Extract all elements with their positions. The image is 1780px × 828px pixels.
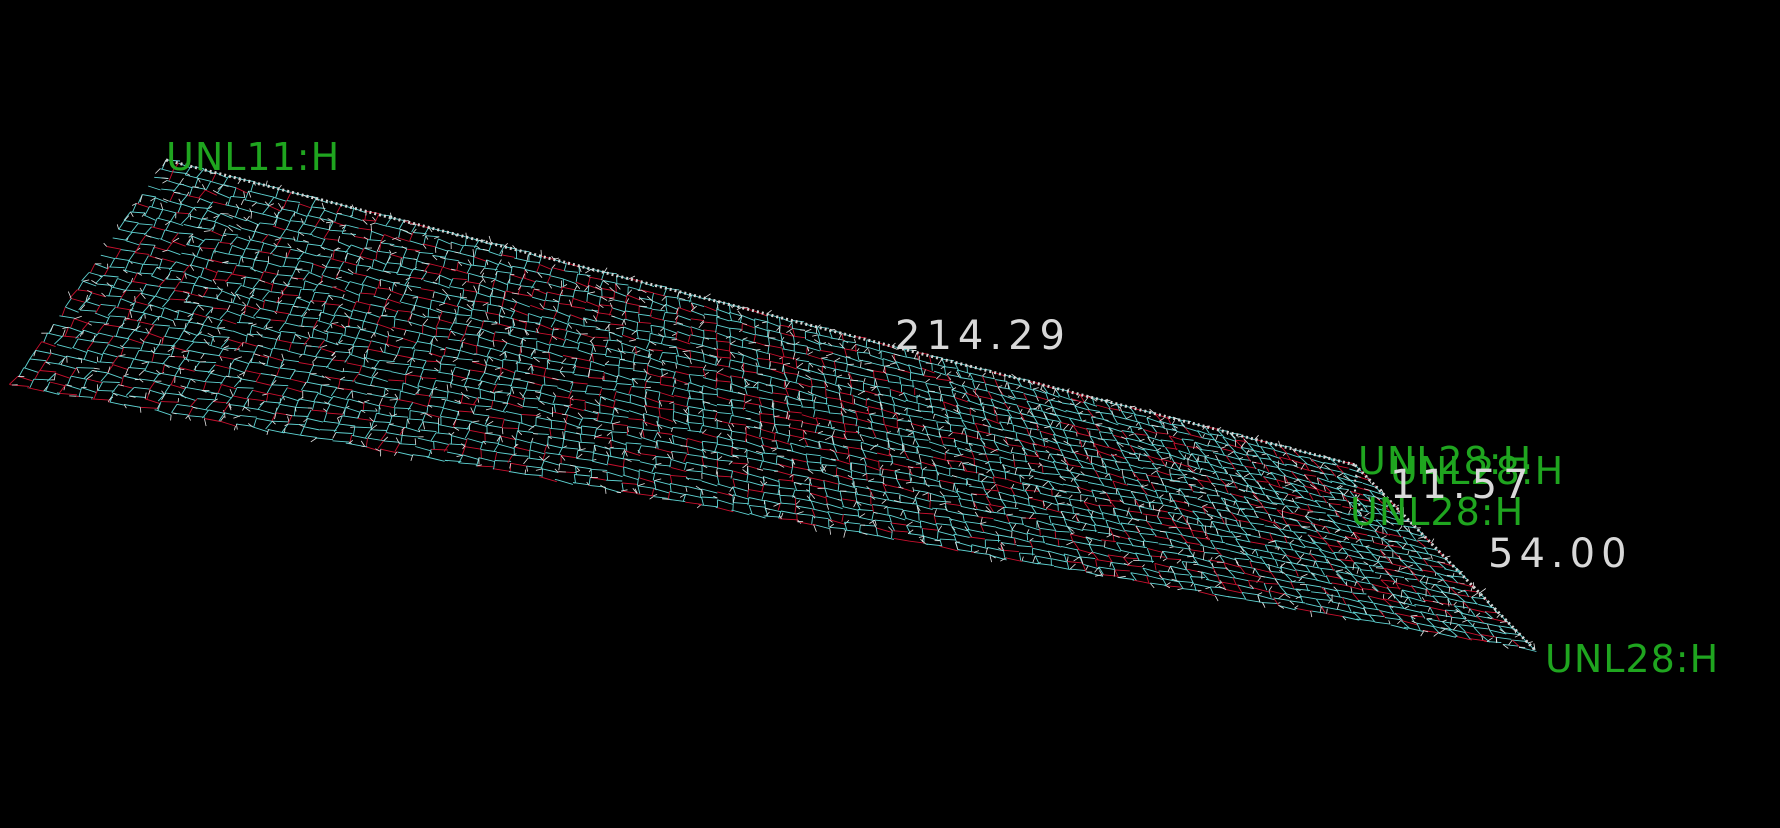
atom-label-unl28-h-b: UNL28:H bbox=[1390, 449, 1565, 493]
atom-label-unl28-h-c: UNL28:H bbox=[1350, 490, 1525, 534]
angle-label: 11.57 bbox=[1390, 462, 1535, 508]
distance-label-long-edge: 214.29 bbox=[895, 313, 1071, 359]
molecular-sheet-mesh bbox=[8, 159, 1537, 652]
distance-measurement-lines bbox=[165, 158, 1537, 652]
atom-label-unl11-h: UNL11:H bbox=[166, 135, 341, 179]
atom-label-unl28-h-d: UNL28:H bbox=[1545, 637, 1720, 681]
distance-label-short-edge: 54.00 bbox=[1488, 531, 1633, 577]
atom-label-unl28-h-a: UNL28:H bbox=[1358, 439, 1533, 483]
